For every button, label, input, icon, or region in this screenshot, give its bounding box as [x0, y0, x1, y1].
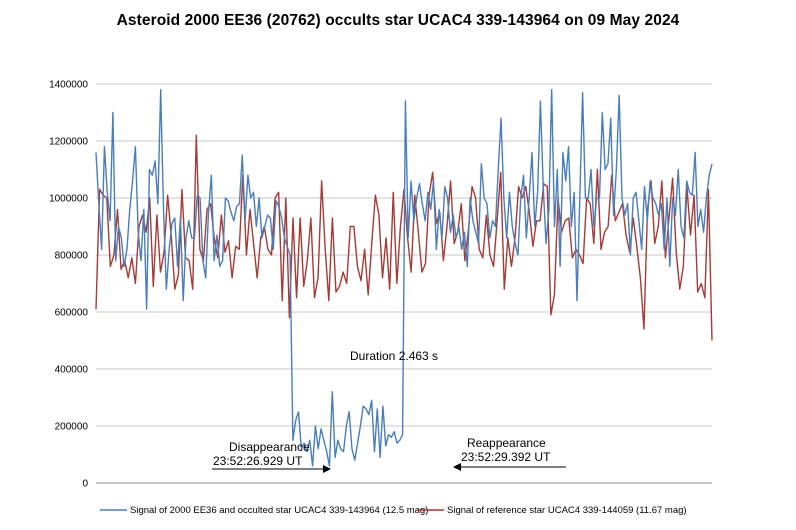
reappearance-label: Reappearance — [467, 436, 546, 450]
y-tick-label: 1200000 — [49, 137, 88, 148]
reappearance-annotation: Reappearance 23:52:29.392 UT — [453, 436, 566, 471]
disappearance-time: 23:52:26.929 UT — [213, 454, 303, 468]
disappearance-arrow-head — [323, 465, 331, 473]
y-tick-label: 600000 — [55, 308, 89, 319]
y-tick-label: 200000 — [55, 422, 89, 433]
y-tick-label: 1400000 — [49, 80, 88, 91]
legend: Signal of 2000 EE36 and occulted star UC… — [100, 505, 687, 516]
legend-label-reference: Signal of reference star UCAC4 339-14405… — [447, 505, 687, 516]
y-axis-tick-labels: 0 200000 400000 600000 800000 1000000 1200000 1… — [49, 80, 88, 490]
disappearance-annotation: Disappearance 23:52:26.929 UT — [212, 440, 331, 473]
y-tick-label: 800000 — [55, 251, 89, 262]
reappearance-time: 23:52:29.392 UT — [461, 450, 551, 464]
y-tick-label: 400000 — [55, 365, 89, 376]
y-tick-label: 0 — [82, 479, 88, 490]
legend-entry-reference: Signal of reference star UCAC4 339-14405… — [417, 505, 687, 516]
duration-label: Duration 2.463 s — [350, 349, 438, 363]
series-layer — [95, 88, 713, 467]
disappearance-label: Disappearance — [229, 440, 310, 454]
legend-label-target: Signal of 2000 EE36 and occulted star UC… — [130, 505, 428, 516]
reappearance-arrow-head — [453, 463, 461, 471]
series-line-target-star — [95, 88, 713, 467]
chart-title: Asteroid 2000 EE36 (20762) occults star … — [116, 12, 680, 29]
legend-entry-target: Signal of 2000 EE36 and occulted star UC… — [100, 505, 428, 516]
y-tick-label: 1000000 — [49, 194, 88, 205]
duration-annotation: Duration 2.463 s — [350, 349, 438, 363]
